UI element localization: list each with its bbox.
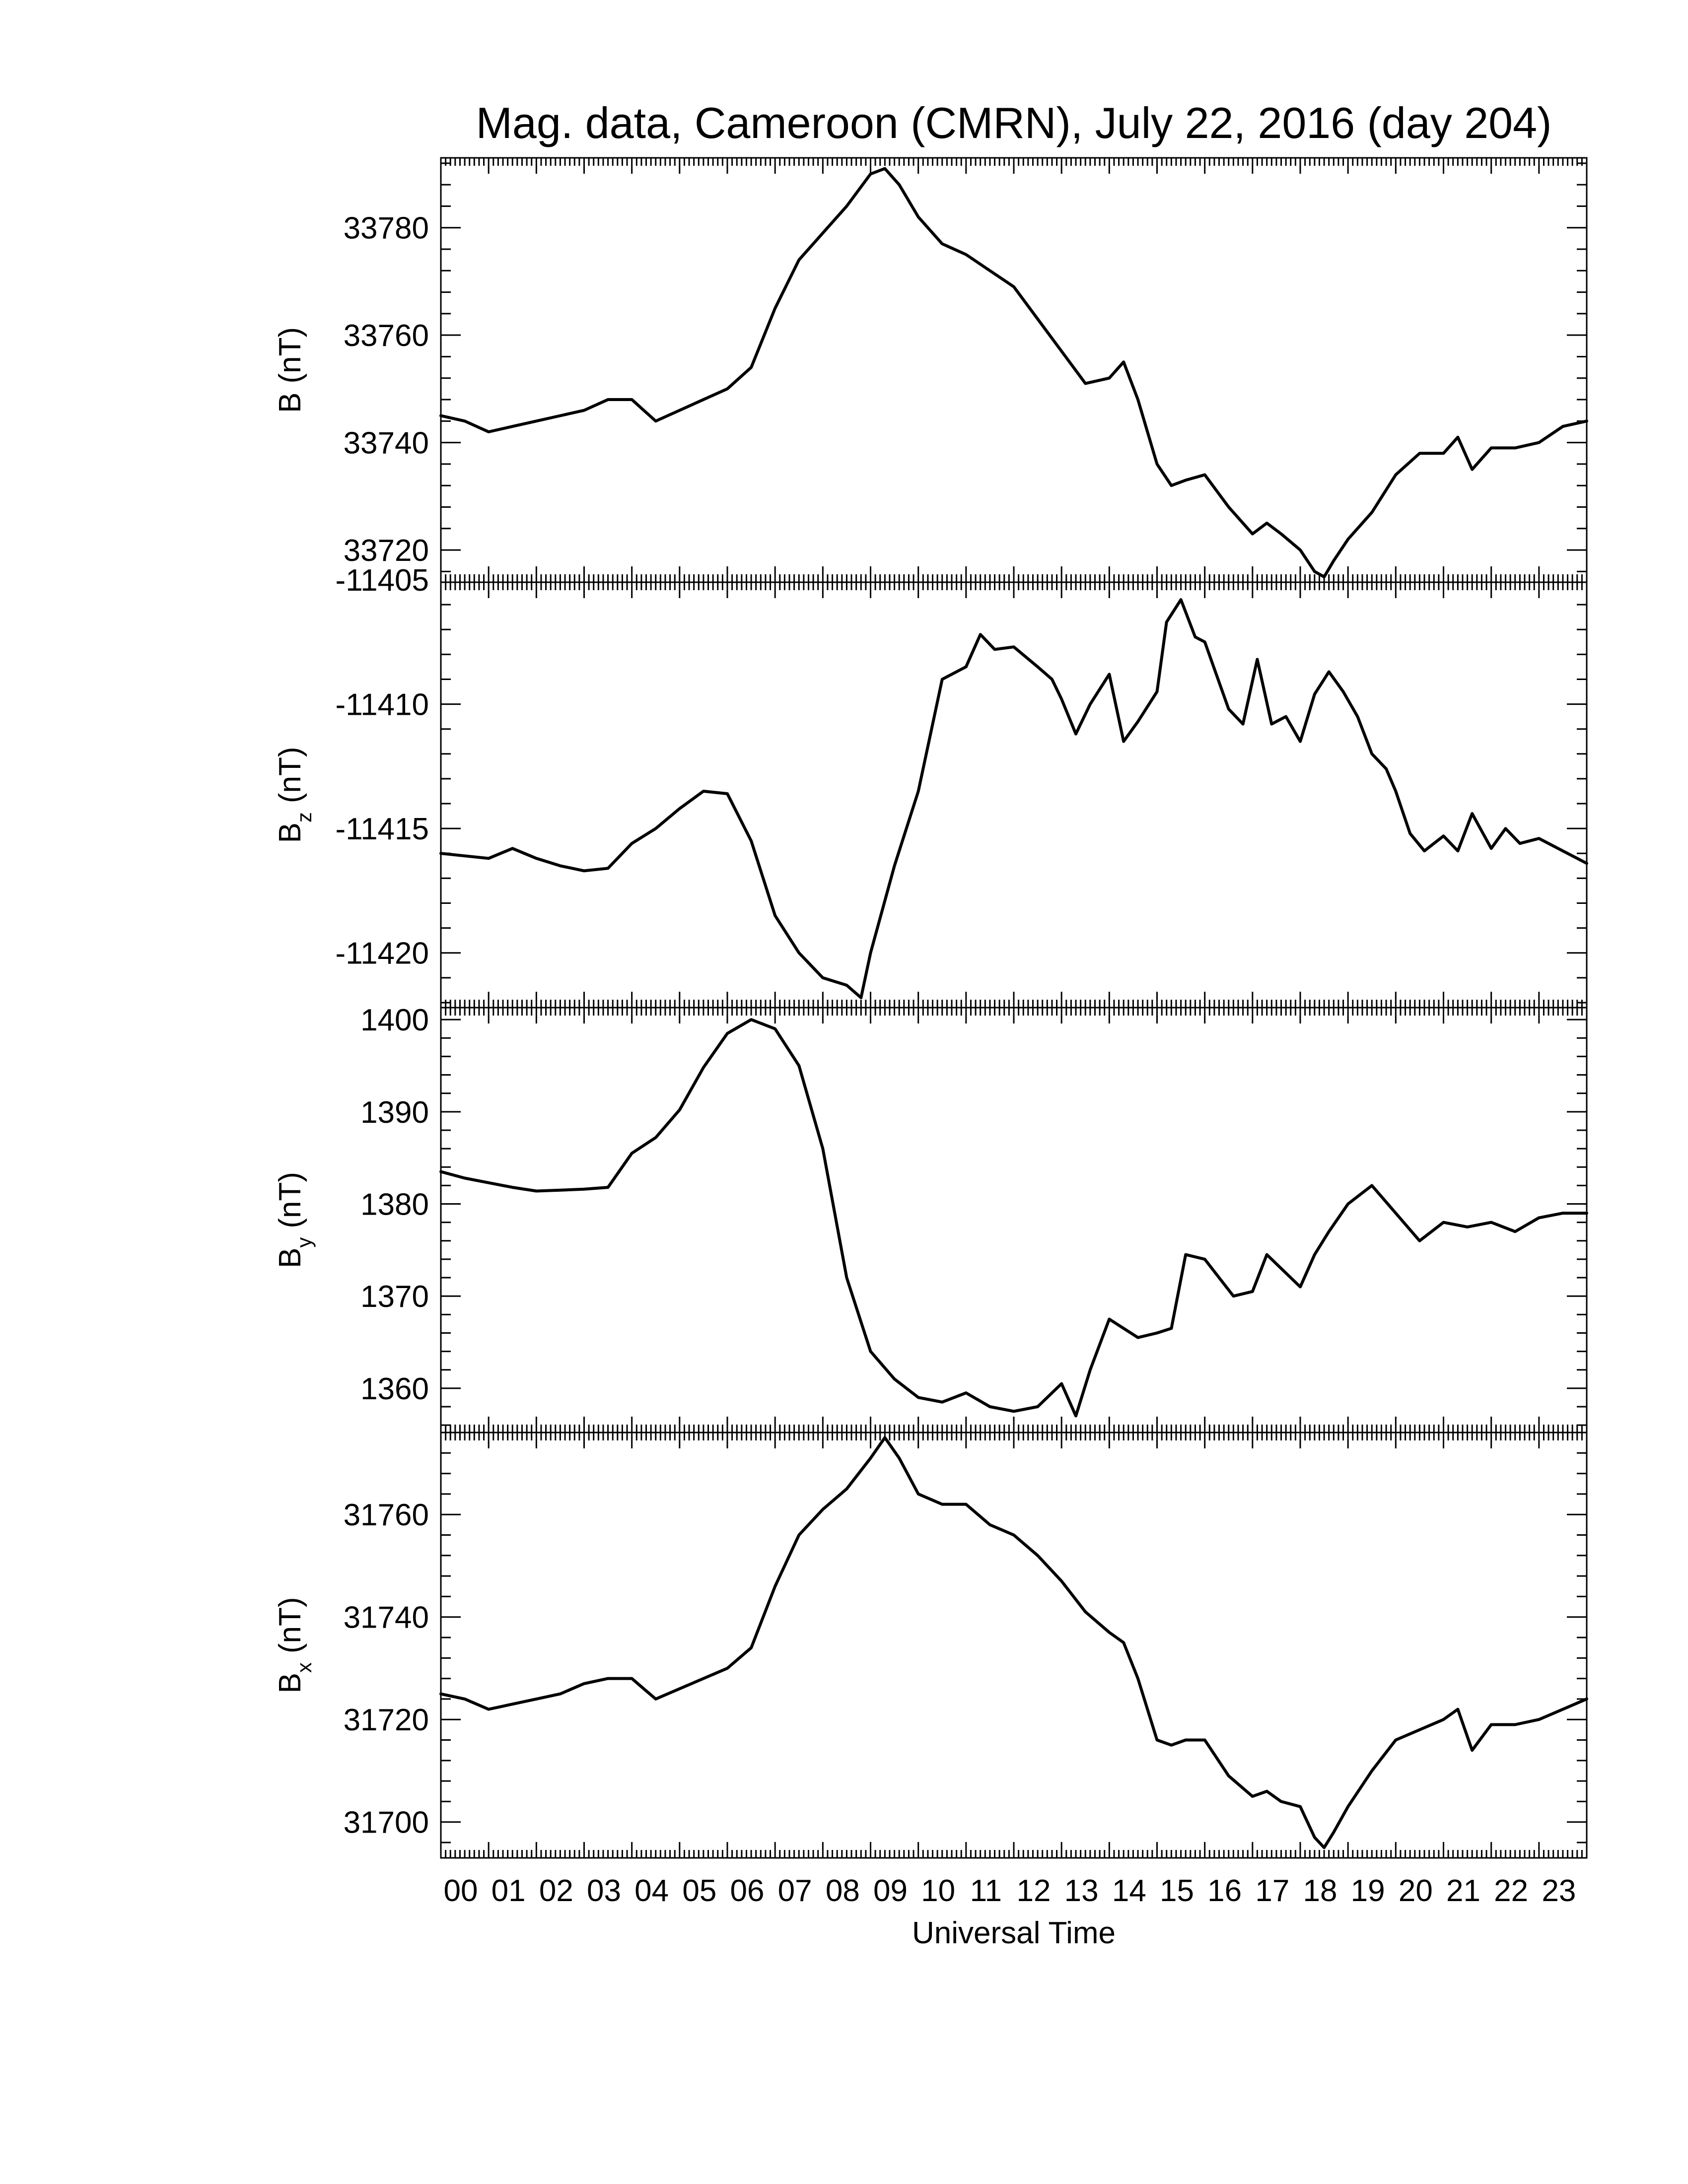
x-tick-label: 00 [444,1874,478,1908]
y-tick-label: 33780 [344,211,429,246]
x-tick-label: 22 [1494,1874,1528,1908]
y-tick-label: 31760 [344,1498,429,1532]
series-line-Bx [439,1436,1588,1849]
x-tick-label: 19 [1351,1874,1385,1908]
y-axis-label-subscript: y [292,1237,316,1248]
y-tick-label: 31740 [344,1601,429,1635]
x-tick-label: 08 [826,1874,860,1908]
y-axis-label-unit: (nT) [273,1172,307,1228]
x-tick-label: 11 [970,1874,1002,1908]
y-tick-label: -11420 [336,937,429,971]
x-tick-label: 15 [1160,1874,1194,1908]
panel-Bz: -11420 -11415 -11410 -11405 Bz (nT) [273,563,1588,1009]
x-tick-label: 03 [587,1874,621,1908]
y-tick-label: -11410 [336,688,429,722]
x-tick-label: 18 [1303,1874,1337,1908]
x-tick-label: 09 [873,1874,908,1908]
y-axis-label: Bx (nT) [273,1597,316,1693]
panel-Bx: 31700 31720 31740 31760 Bx (nT) [273,1432,1588,1859]
x-tick-label: 05 [682,1874,716,1908]
y-axis-label-main: B [273,1248,307,1268]
x-tick-label: 14 [1112,1874,1146,1908]
panel-B: 33720 33740 33760 33780 B (nT) [273,157,1588,583]
y-tick-label: -11405 [336,563,429,598]
y-tick-label: -11415 [336,812,429,846]
series-line-B [439,167,1588,579]
y-tick-label: 31700 [344,1806,429,1840]
x-tick-label: 20 [1399,1874,1433,1908]
x-tick-label: 04 [634,1874,669,1908]
y-tick-label: 1390 [360,1095,429,1130]
y-axis-label-unit: (nT) [273,327,307,384]
y-tick-label: 1370 [360,1280,429,1314]
x-axis-label: Universal Time [912,1916,1116,1950]
chart-title: Mag. data, Cameroon (CMRN), July 22, 201… [476,98,1552,147]
y-tick-label: 1400 [360,1003,429,1037]
y-axis-label-main: B [273,393,307,413]
y-tick-label: 1380 [360,1188,429,1222]
y-tick-label: 33760 [344,319,429,353]
y-axis-label-main: B [273,822,307,843]
panel-frame [440,1007,1588,1433]
y-axis-label-subscript: x [292,1662,316,1673]
panel-frame [440,157,1588,583]
y-axis-label-subscript: z [292,812,316,822]
x-tick-label: 02 [539,1874,573,1908]
x-tick-label: 21 [1446,1874,1480,1908]
panels-group: 33720337403376033780B(nT)-11420-11415-11… [273,157,1588,1859]
x-tick-label: 23 [1542,1874,1576,1908]
x-axis: 00 01 02 03 04 05 06 07 08 09 10 11 12 13 14 15 16 17 18 19… [444,1874,1576,1908]
y-axis-label: Bz (nT) [273,747,316,843]
y-axis-label: By (nT) [273,1172,316,1268]
x-tick-label: 13 [1064,1874,1099,1908]
y-axis-label-main: B [273,1673,307,1693]
y-axis-label: B (nT) [273,327,307,413]
panel-By: 1360 1370 1380 1390 1400 By (nT) [273,1003,1588,1433]
y-tick-label: 1360 [360,1372,429,1406]
x-tick-label: 07 [778,1874,812,1908]
x-tick-label: 01 [492,1874,526,1908]
series-line-By [439,1018,1588,1418]
y-tick-label: 33720 [344,534,429,568]
x-tick-label: 16 [1207,1874,1242,1908]
series-line-Bz [439,598,1588,999]
y-axis-label-unit: (nT) [273,747,307,803]
y-axis-label-unit: (nT) [273,1597,307,1653]
y-tick-label: 33740 [344,426,429,461]
x-tick-label: 12 [1017,1874,1051,1908]
x-tick-label: 06 [730,1874,765,1908]
y-tick-label: 31720 [344,1703,429,1737]
x-tick-label: 17 [1255,1874,1289,1908]
x-tick-label: 10 [921,1874,955,1908]
panel-frame [440,1432,1588,1859]
